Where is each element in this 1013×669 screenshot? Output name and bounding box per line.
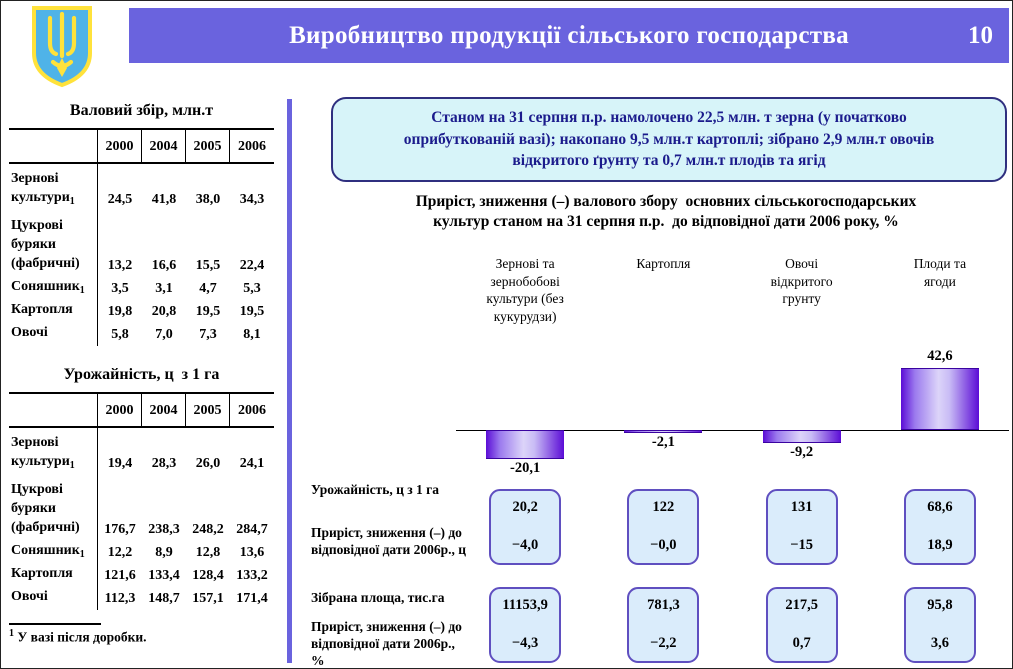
bar-value-label: -9,2 — [790, 444, 814, 460]
metric-box: 217,5 0,7 — [765, 587, 838, 663]
table-row: Цукрові буряки (фабричні) 176,7 238,3 24… — [9, 475, 274, 541]
table-row: Зернові культури 1 24,5 41,8 38,0 34,3 — [9, 164, 274, 211]
metric-box: 781,3 −2,2 — [627, 587, 700, 663]
table-row: Соняшник 1 3,5 3,1 4,7 5,3 — [9, 277, 274, 300]
chart-category-labels: Зернові та зернобобові культури (без кук… — [456, 255, 1009, 331]
bar — [486, 430, 565, 459]
table2-col-2005: 2005 — [186, 394, 230, 426]
metric-box: 95,8 3,6 — [903, 587, 976, 663]
page-number: 10 — [968, 21, 993, 49]
bar-value-label: 42,6 — [927, 348, 953, 364]
metric-row-area: 11153,9 −4,3 781,3 −2,2 217,5 0,7 95,8 3,6 — [456, 587, 1009, 665]
gross-harvest-table: 2000 2004 2005 2006 Зернові культури 1 24… — [9, 128, 274, 346]
slide-title-bar: Виробництво продукції сільського господа… — [129, 8, 1009, 63]
x-axis — [456, 430, 1009, 431]
chart-title: Приріст, зниження (–) валового збору осн… — [415, 193, 917, 231]
table-row: Соняшник 1 12,2 8,9 12,8 13,6 — [9, 541, 274, 564]
table1-title: Валовий збір, млн.т — [69, 102, 214, 119]
table-row: Картопля 121,6 133,4 128,4 133,2 — [9, 564, 274, 587]
bar-value-label: -2,1 — [651, 434, 675, 450]
table-row: Картопля 19,8 20,8 19,5 19,5 — [9, 300, 274, 323]
metric-box: 68,6 18,9 — [903, 489, 976, 565]
table-row: Овочі 112,3 148,7 157,1 171,4 — [9, 587, 274, 610]
vertical-divider — [287, 99, 292, 663]
metric-row-yield: 20,2 −4,0 122 −0,0 131 −15 68,6 18,9 — [456, 489, 1009, 567]
footnote-divider — [9, 623, 101, 625]
bar-value-label: -20,1 — [510, 460, 541, 476]
bar — [624, 430, 703, 433]
metric-label-yield: Урожайність, ц з 1 га — [311, 482, 440, 497]
bar-slot: -9,2 — [733, 331, 871, 481]
table2-header: 2000 2004 2005 2006 — [9, 392, 274, 428]
table2-col-2000: 2000 — [98, 394, 142, 426]
table1-col-2005: 2005 — [186, 130, 230, 162]
yield-table: 2000 2004 2005 2006 Зернові культури 1 19… — [9, 392, 274, 610]
category-label: Картопля — [636, 256, 691, 271]
bar-chart: Зернові та зернобобові культури (без кук… — [456, 255, 1009, 481]
table1-col-2006: 2006 — [238, 139, 266, 154]
bar-slot: -2,1 — [594, 331, 732, 481]
status-info-box: Станом на 31 серпня п.р. намолочено 22,5… — [331, 97, 1007, 182]
bar — [762, 430, 841, 443]
bar — [900, 368, 979, 430]
table-row: Овочі 5,8 7,0 7,3 8,1 — [9, 323, 274, 346]
table2-col-2006: 2006 — [238, 403, 266, 418]
metric-box: 20,2 −4,0 — [489, 489, 562, 565]
table2-title: Урожайність, ц з 1 га — [63, 366, 220, 383]
table1-col-2004: 2004 — [142, 130, 186, 162]
table2-col-2004: 2004 — [142, 394, 186, 426]
bar-slot: 42,6 — [871, 331, 1009, 481]
category-label: Овочі відкритого грунту — [770, 256, 833, 307]
bar-plot: -20,1 -2,1 -9,2 42,6 — [456, 331, 1009, 481]
metric-label-area-change: Приріст, зниження (–) до відповідної дат… — [311, 619, 462, 668]
metric-label-area: Зібрана площа, тис.га — [311, 590, 445, 605]
metric-box: 11153,9 −4,3 — [489, 587, 562, 663]
bar-slot: -20,1 — [456, 331, 594, 481]
footnote: 1 У вазі після доробки. — [9, 623, 147, 646]
page-title: Виробництво продукції сільського господа… — [289, 21, 849, 49]
metric-box: 122 −0,0 — [627, 489, 700, 565]
metric-label-yield-change: Приріст, зниження (–) до відповідної дат… — [311, 525, 467, 557]
table-row: Цукрові буряки (фабричні) 13,2 16,6 15,5… — [9, 211, 274, 277]
ukraine-coat-of-arms-icon — [32, 6, 92, 88]
table1-col-2000: 2000 — [98, 130, 142, 162]
table-row: Зернові культури 1 19,4 28,3 26,0 24,1 — [9, 428, 274, 475]
category-label: Зернові та зернобобові культури (без кук… — [486, 256, 564, 324]
metric-box: 131 −15 — [765, 489, 838, 565]
category-label: Плоди та ягоди — [913, 256, 967, 289]
table1-header: 2000 2004 2005 2006 — [9, 128, 274, 164]
